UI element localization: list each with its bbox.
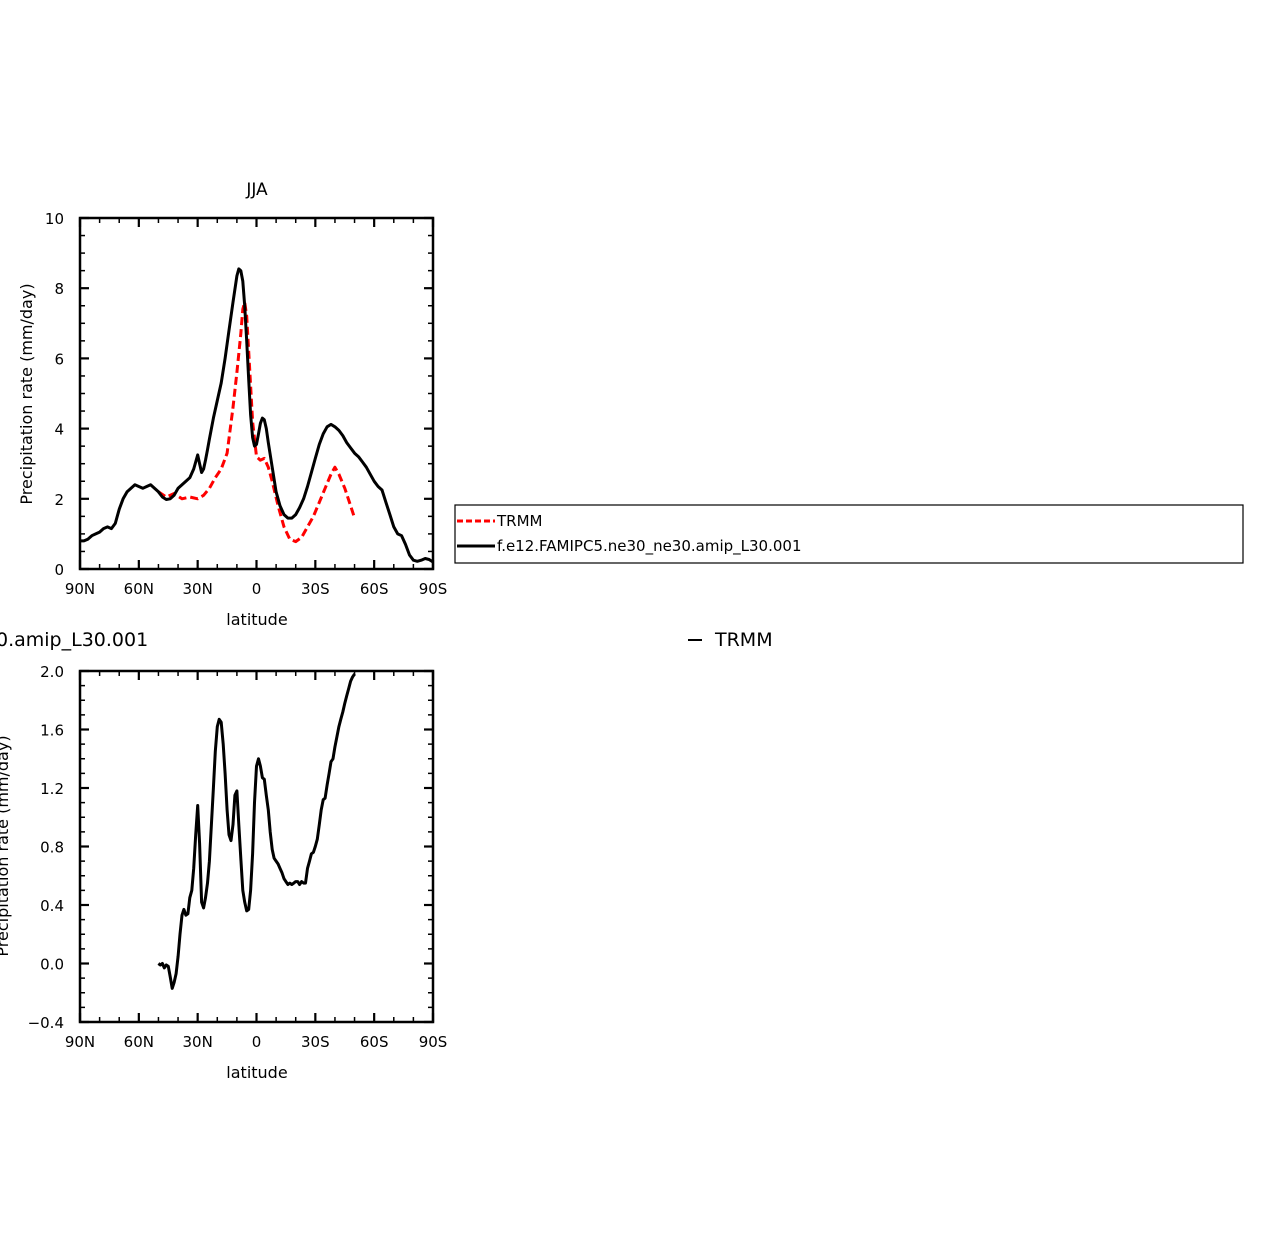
x-tick-label: 90S xyxy=(419,580,448,598)
y-tick-labels: −0.4 0.0 0.4 0.8 1.2 1.6 2.0 xyxy=(28,663,64,1032)
series-difference-line xyxy=(157,673,356,990)
legend-label-model: f.e12.FAMIPC5.ne30_ne30.amip_L30.001 xyxy=(497,537,802,556)
x-tick-label: 30S xyxy=(301,580,330,598)
y-tick-label: 0 xyxy=(54,561,64,579)
y-tick-label: 8 xyxy=(54,280,64,298)
y-tick-label: 1.2 xyxy=(40,780,64,798)
y-axis-label: Precipitation rate (mm/day) xyxy=(0,735,12,956)
x-tick-label: 60S xyxy=(360,1033,389,1051)
x-tick-labels: 90N 60N 30N 0 30S 60S 90S xyxy=(65,1033,447,1051)
x-tick-labels: 90N 60N 30N 0 30S 60S 90S xyxy=(65,580,447,598)
y-tick-label: 0.8 xyxy=(40,839,64,857)
series-lines xyxy=(80,267,434,564)
x-tick-label: 60S xyxy=(360,580,389,598)
axis-ticks xyxy=(78,216,435,571)
x-axis-label: latitude xyxy=(226,1063,287,1082)
axis-ticks xyxy=(78,669,435,1024)
x-tick-label: 0 xyxy=(252,1033,262,1051)
x-tick-label: 0 xyxy=(252,580,262,598)
y-tick-label: 6 xyxy=(54,350,64,368)
plot-frame xyxy=(78,669,435,1024)
x-axis-label: latitude xyxy=(226,610,287,629)
y-tick-label: 0.4 xyxy=(40,897,64,915)
x-tick-label: 60N xyxy=(124,1033,154,1051)
chart-difference: 0.amip_L30.001 TRMM 90N 60N 30N 0 30S 60S 90S … xyxy=(0,629,773,1082)
y-tick-label: −0.4 xyxy=(28,1014,64,1032)
x-tick-label: 30N xyxy=(183,1033,213,1051)
x-tick-label: 90N xyxy=(65,1033,95,1051)
plot-frame xyxy=(78,216,435,571)
x-tick-label: 30S xyxy=(301,1033,330,1051)
chart-jja: JJA 90N 60N 30N 0 30S 60S 90S 0 2 4 6 8 10 latitude… xyxy=(17,180,447,629)
y-tick-label: 1.6 xyxy=(40,722,64,740)
y-tick-label: 2.0 xyxy=(40,663,64,681)
x-tick-label: 30N xyxy=(183,580,213,598)
y-tick-label: 10 xyxy=(45,210,64,228)
chart-title: JJA xyxy=(245,180,268,200)
chart-title-left: 0.amip_L30.001 xyxy=(0,629,148,651)
series-lines xyxy=(157,673,356,990)
x-tick-label: 60N xyxy=(124,580,154,598)
x-tick-label: 90N xyxy=(65,580,95,598)
series-model-line xyxy=(80,267,434,564)
legend-box xyxy=(454,504,1244,564)
y-axis-label: Precipitation rate (mm/day) xyxy=(17,283,36,504)
y-tick-label: 0.0 xyxy=(40,956,64,974)
series-trmm-line xyxy=(157,300,357,544)
chart-title-right: TRMM xyxy=(714,629,773,651)
y-tick-labels: 0 2 4 6 8 10 xyxy=(45,210,64,579)
y-tick-label: 2 xyxy=(54,491,64,509)
legend-label-trmm: TRMM xyxy=(496,512,542,530)
legend: TRMM f.e12.FAMIPC5.ne30_ne30.amip_L30.00… xyxy=(454,504,1244,564)
y-tick-label: 4 xyxy=(54,421,64,439)
x-tick-label: 90S xyxy=(419,1033,448,1051)
